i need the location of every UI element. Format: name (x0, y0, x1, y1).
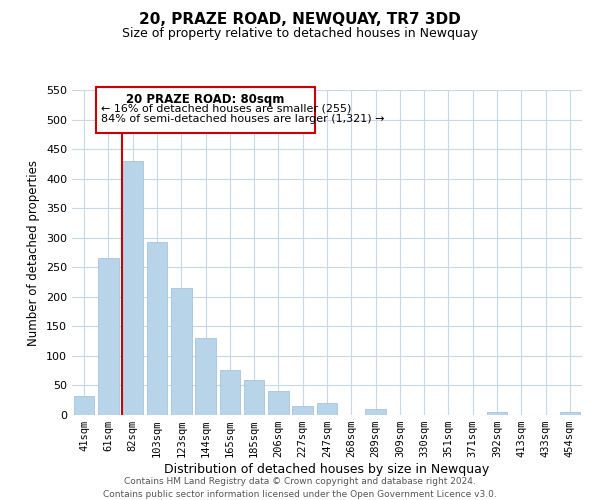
Text: Contains public sector information licensed under the Open Government Licence v3: Contains public sector information licen… (103, 490, 497, 499)
X-axis label: Distribution of detached houses by size in Newquay: Distribution of detached houses by size … (164, 463, 490, 476)
Bar (74, 396, 94, 415)
Bar (98, 258, 119, 415)
Text: ← 16% of detached houses are smaller (255): ← 16% of detached houses are smaller (25… (101, 104, 352, 114)
Bar (317, 403, 337, 415)
Text: 20 PRAZE ROAD: 80sqm: 20 PRAZE ROAD: 80sqm (127, 93, 285, 106)
Bar (96, 87, 315, 132)
Bar (244, 380, 265, 415)
Bar (268, 392, 289, 415)
Bar (146, 242, 167, 415)
Bar (487, 412, 508, 415)
Bar (195, 338, 216, 415)
Bar (122, 161, 143, 415)
Bar (365, 409, 386, 415)
Bar (171, 288, 191, 415)
Bar (560, 412, 580, 415)
Bar (292, 406, 313, 415)
Text: 84% of semi-detached houses are larger (1,321) →: 84% of semi-detached houses are larger (… (101, 114, 385, 124)
Y-axis label: Number of detached properties: Number of detached properties (28, 160, 40, 346)
Bar (220, 370, 240, 415)
Text: Contains HM Land Registry data © Crown copyright and database right 2024.: Contains HM Land Registry data © Crown c… (124, 478, 476, 486)
Text: 20, PRAZE ROAD, NEWQUAY, TR7 3DD: 20, PRAZE ROAD, NEWQUAY, TR7 3DD (139, 12, 461, 28)
Text: Size of property relative to detached houses in Newquay: Size of property relative to detached ho… (122, 28, 478, 40)
